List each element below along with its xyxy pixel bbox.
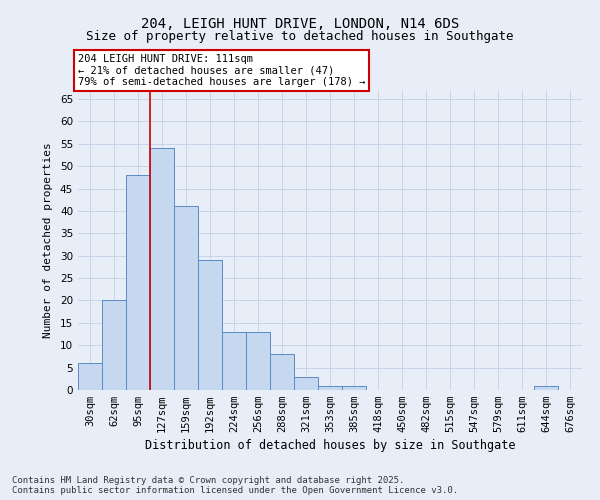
Bar bbox=[534, 386, 558, 390]
Bar bbox=[198, 260, 222, 390]
X-axis label: Distribution of detached houses by size in Southgate: Distribution of detached houses by size … bbox=[145, 440, 515, 452]
Bar bbox=[126, 175, 150, 390]
Text: 204 LEIGH HUNT DRIVE: 111sqm
← 21% of detached houses are smaller (47)
79% of se: 204 LEIGH HUNT DRIVE: 111sqm ← 21% of de… bbox=[78, 54, 365, 87]
Bar bbox=[318, 386, 342, 390]
Text: Size of property relative to detached houses in Southgate: Size of property relative to detached ho… bbox=[86, 30, 514, 43]
Bar bbox=[102, 300, 126, 390]
Bar bbox=[150, 148, 174, 390]
Bar bbox=[270, 354, 294, 390]
Bar bbox=[222, 332, 246, 390]
Text: Contains HM Land Registry data © Crown copyright and database right 2025.
Contai: Contains HM Land Registry data © Crown c… bbox=[12, 476, 458, 495]
Bar bbox=[294, 376, 318, 390]
Bar bbox=[342, 386, 366, 390]
Bar bbox=[78, 363, 102, 390]
Text: 204, LEIGH HUNT DRIVE, LONDON, N14 6DS: 204, LEIGH HUNT DRIVE, LONDON, N14 6DS bbox=[141, 18, 459, 32]
Bar bbox=[174, 206, 198, 390]
Y-axis label: Number of detached properties: Number of detached properties bbox=[43, 142, 53, 338]
Bar bbox=[246, 332, 270, 390]
